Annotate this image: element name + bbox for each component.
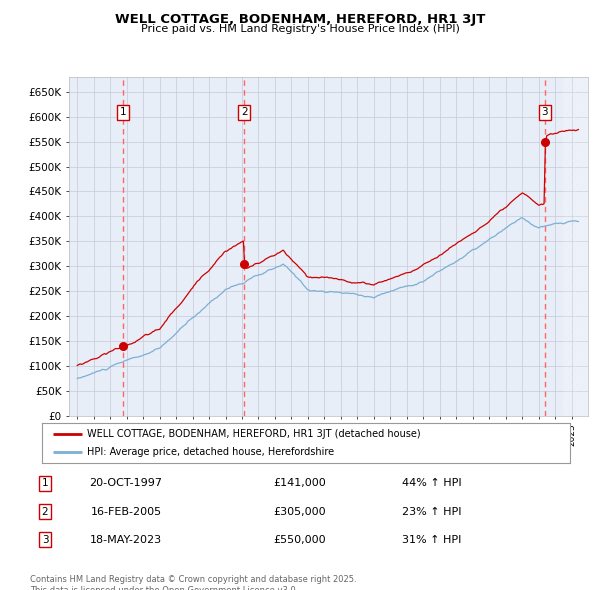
Text: £141,000: £141,000 [274,478,326,488]
Text: 20-OCT-1997: 20-OCT-1997 [89,478,163,488]
Text: 2: 2 [41,507,49,516]
Text: 3: 3 [542,107,548,117]
Text: WELL COTTAGE, BODENHAM, HEREFORD, HR1 3JT: WELL COTTAGE, BODENHAM, HEREFORD, HR1 3J… [115,13,485,26]
Text: £550,000: £550,000 [274,535,326,545]
Text: £305,000: £305,000 [274,507,326,516]
Text: Price paid vs. HM Land Registry's House Price Index (HPI): Price paid vs. HM Land Registry's House … [140,24,460,34]
Text: 1: 1 [120,107,127,117]
Text: 2: 2 [241,107,247,117]
Text: 44% ↑ HPI: 44% ↑ HPI [402,478,462,488]
Text: 23% ↑ HPI: 23% ↑ HPI [402,507,462,516]
Text: HPI: Average price, detached house, Herefordshire: HPI: Average price, detached house, Here… [87,447,334,457]
Text: Contains HM Land Registry data © Crown copyright and database right 2025.
This d: Contains HM Land Registry data © Crown c… [30,575,356,590]
Text: 1: 1 [41,478,49,488]
Text: 31% ↑ HPI: 31% ↑ HPI [403,535,461,545]
Bar [563,77,588,416]
Text: 3: 3 [41,535,49,545]
Text: 18-MAY-2023: 18-MAY-2023 [90,535,162,545]
Text: WELL COTTAGE, BODENHAM, HEREFORD, HR1 3JT (detached house): WELL COTTAGE, BODENHAM, HEREFORD, HR1 3J… [87,429,421,439]
Text: 16-FEB-2005: 16-FEB-2005 [91,507,161,516]
